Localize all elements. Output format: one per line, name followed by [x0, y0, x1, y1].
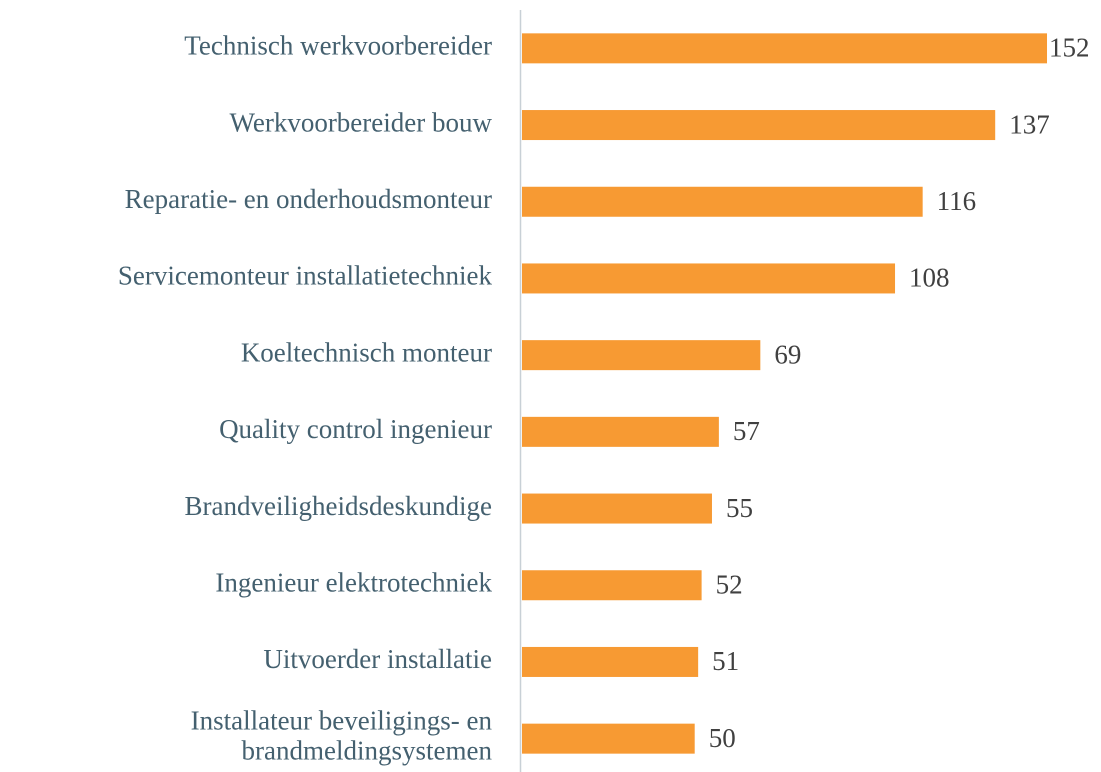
value-label: 137 — [1009, 109, 1050, 139]
category-label: Technisch werkvoorbereider — [184, 31, 492, 61]
bar — [522, 33, 1048, 64]
category-label: Koeltechnisch monteur — [241, 337, 492, 367]
value-label: 108 — [909, 263, 950, 293]
category-label: Installateur beveiligings- en brandmeldin… — [191, 706, 493, 766]
value-label: 69 — [774, 339, 801, 369]
bar — [522, 570, 702, 601]
category-label: Brandveiligheidsdeskundige — [185, 491, 492, 521]
bar — [522, 493, 712, 524]
category-label: Quality control ingenieur — [219, 414, 492, 444]
bar — [522, 263, 896, 294]
bar — [522, 723, 695, 754]
value-label: 116 — [937, 186, 977, 216]
category-label: Servicemonteur installatietechniek — [118, 261, 493, 291]
value-label: 57 — [733, 416, 760, 446]
category-label: Uitvoerder installatie — [263, 644, 492, 674]
category-label: Werkvoorbereider bouw — [230, 107, 493, 137]
bar — [522, 340, 761, 371]
bar — [522, 646, 699, 677]
value-label: 52 — [716, 569, 743, 599]
bar — [522, 416, 719, 447]
category-label: Ingenieur elektrotechniek — [215, 567, 492, 597]
value-label: 152 — [1049, 33, 1090, 63]
value-label: 50 — [709, 723, 736, 753]
value-label: 51 — [712, 646, 739, 676]
category-label: Reparatie- en onderhoudsmonteur — [125, 184, 492, 214]
value-label: 55 — [726, 493, 753, 523]
bar — [522, 186, 923, 217]
bar — [522, 110, 996, 141]
